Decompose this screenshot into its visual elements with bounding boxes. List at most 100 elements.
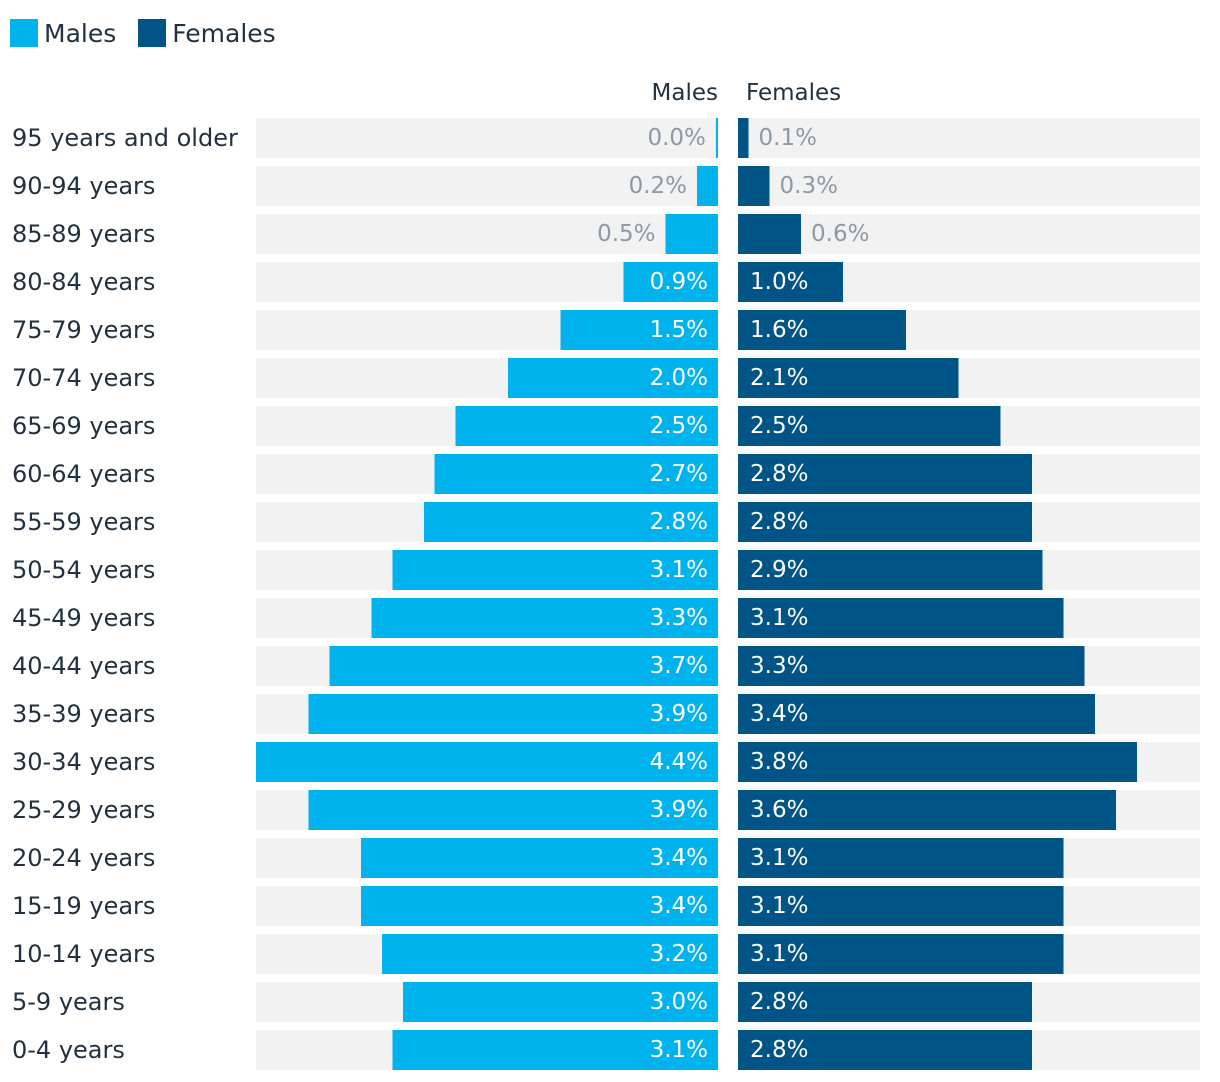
data-label-males: 3.1% (650, 1037, 708, 1063)
category-label: 10-14 years (12, 940, 155, 968)
track-females (738, 166, 1200, 206)
data-label-females: 1.0% (750, 269, 808, 295)
bar-females (738, 406, 1001, 446)
track-females (738, 214, 1200, 254)
data-label-males: 1.5% (650, 317, 708, 343)
category-label: 35-39 years (12, 700, 155, 728)
category-label: 65-69 years (12, 412, 155, 440)
bar-females (738, 310, 906, 350)
category-label: 75-79 years (12, 316, 155, 344)
data-label-males: 3.2% (650, 941, 708, 967)
bar-females (738, 886, 1064, 926)
bar-males (697, 166, 718, 206)
category-label: 70-74 years (12, 364, 155, 392)
bar-females (738, 502, 1032, 542)
data-label-males: 3.4% (650, 845, 708, 871)
legend-swatch-females (138, 19, 167, 47)
bar-females (738, 358, 959, 398)
category-label: 45-49 years (12, 604, 155, 632)
bar-males (403, 982, 718, 1022)
data-label-females: 3.1% (750, 605, 808, 631)
data-label-females: 3.1% (750, 941, 808, 967)
bar-males (371, 598, 718, 638)
data-label-females: 3.8% (750, 749, 808, 775)
bar-males (434, 454, 718, 494)
category-label: 15-19 years (12, 892, 155, 920)
bar-females (738, 1030, 1032, 1070)
bar-males (623, 262, 718, 302)
bar-males (382, 934, 718, 974)
bar-males (308, 790, 718, 830)
data-label-females: 3.4% (750, 701, 808, 727)
bar-males (329, 646, 718, 686)
bar-females (738, 646, 1085, 686)
track-females (738, 118, 1200, 158)
data-label-males: 3.1% (650, 557, 708, 583)
category-label: 5-9 years (12, 988, 125, 1016)
bar-females (738, 214, 801, 254)
category-label: 0-4 years (12, 1036, 125, 1064)
bar-females (738, 166, 770, 206)
data-label-females: 3.6% (750, 797, 808, 823)
category-label: 25-29 years (12, 796, 155, 824)
data-label-males: 3.3% (650, 605, 708, 631)
data-label-females: 3.3% (750, 653, 808, 679)
data-label-males: 3.9% (650, 701, 708, 727)
bar-males (715, 118, 718, 158)
data-label-females: 3.1% (750, 893, 808, 919)
legend-item-females[interactable]: Females (138, 18, 276, 48)
data-label-females: 2.8% (750, 989, 808, 1015)
bar-females (738, 694, 1095, 734)
bar-males (256, 742, 718, 782)
bar-males (392, 1030, 718, 1070)
data-label-females: 2.8% (750, 461, 808, 487)
bar-males (392, 550, 718, 590)
legend-label-females: Females (172, 18, 276, 48)
category-label: 20-24 years (12, 844, 155, 872)
data-label-males: 2.0% (650, 365, 708, 391)
data-label-males: 2.5% (650, 413, 708, 439)
bar-males (361, 838, 718, 878)
bar-males (665, 214, 718, 254)
data-label-males: 2.8% (650, 509, 708, 535)
data-label-males: 4.4% (650, 749, 708, 775)
data-label-males: 3.7% (650, 653, 708, 679)
category-label: 30-34 years (12, 748, 155, 776)
category-label: 50-54 years (12, 556, 155, 584)
data-label-males: 0.2% (629, 173, 687, 199)
data-label-males: 2.7% (650, 461, 708, 487)
legend: Males Females (10, 16, 298, 50)
track-males (256, 118, 718, 158)
bar-males (308, 694, 718, 734)
bar-females (738, 790, 1116, 830)
data-label-males: 3.0% (650, 989, 708, 1015)
category-label: 80-84 years (12, 268, 155, 296)
bar-males (560, 310, 718, 350)
legend-item-males[interactable]: Males (10, 19, 116, 48)
bar-males (455, 406, 718, 446)
bar-females (738, 838, 1064, 878)
data-label-females: 0.3% (780, 173, 838, 199)
data-label-males: 0.5% (597, 221, 655, 247)
column-header-males: Males (652, 80, 718, 106)
column-header-females: Females (746, 80, 841, 106)
data-label-females: 0.6% (811, 221, 869, 247)
bar-females (738, 550, 1043, 590)
category-label: 40-44 years (12, 652, 155, 680)
data-label-females: 1.6% (750, 317, 808, 343)
bar-males (424, 502, 718, 542)
legend-swatch-males (10, 19, 38, 47)
bar-females (738, 262, 843, 302)
bar-females (738, 982, 1032, 1022)
data-label-males: 0.0% (647, 125, 705, 151)
data-label-females: 0.1% (759, 125, 817, 151)
data-label-females: 2.5% (750, 413, 808, 439)
legend-label-males: Males (44, 18, 117, 48)
category-label: 55-59 years (12, 508, 155, 536)
track-males (256, 214, 718, 254)
bar-males (361, 886, 718, 926)
category-label: 85-89 years (12, 220, 155, 248)
category-label: 90-94 years (12, 172, 155, 200)
bar-females (738, 454, 1032, 494)
